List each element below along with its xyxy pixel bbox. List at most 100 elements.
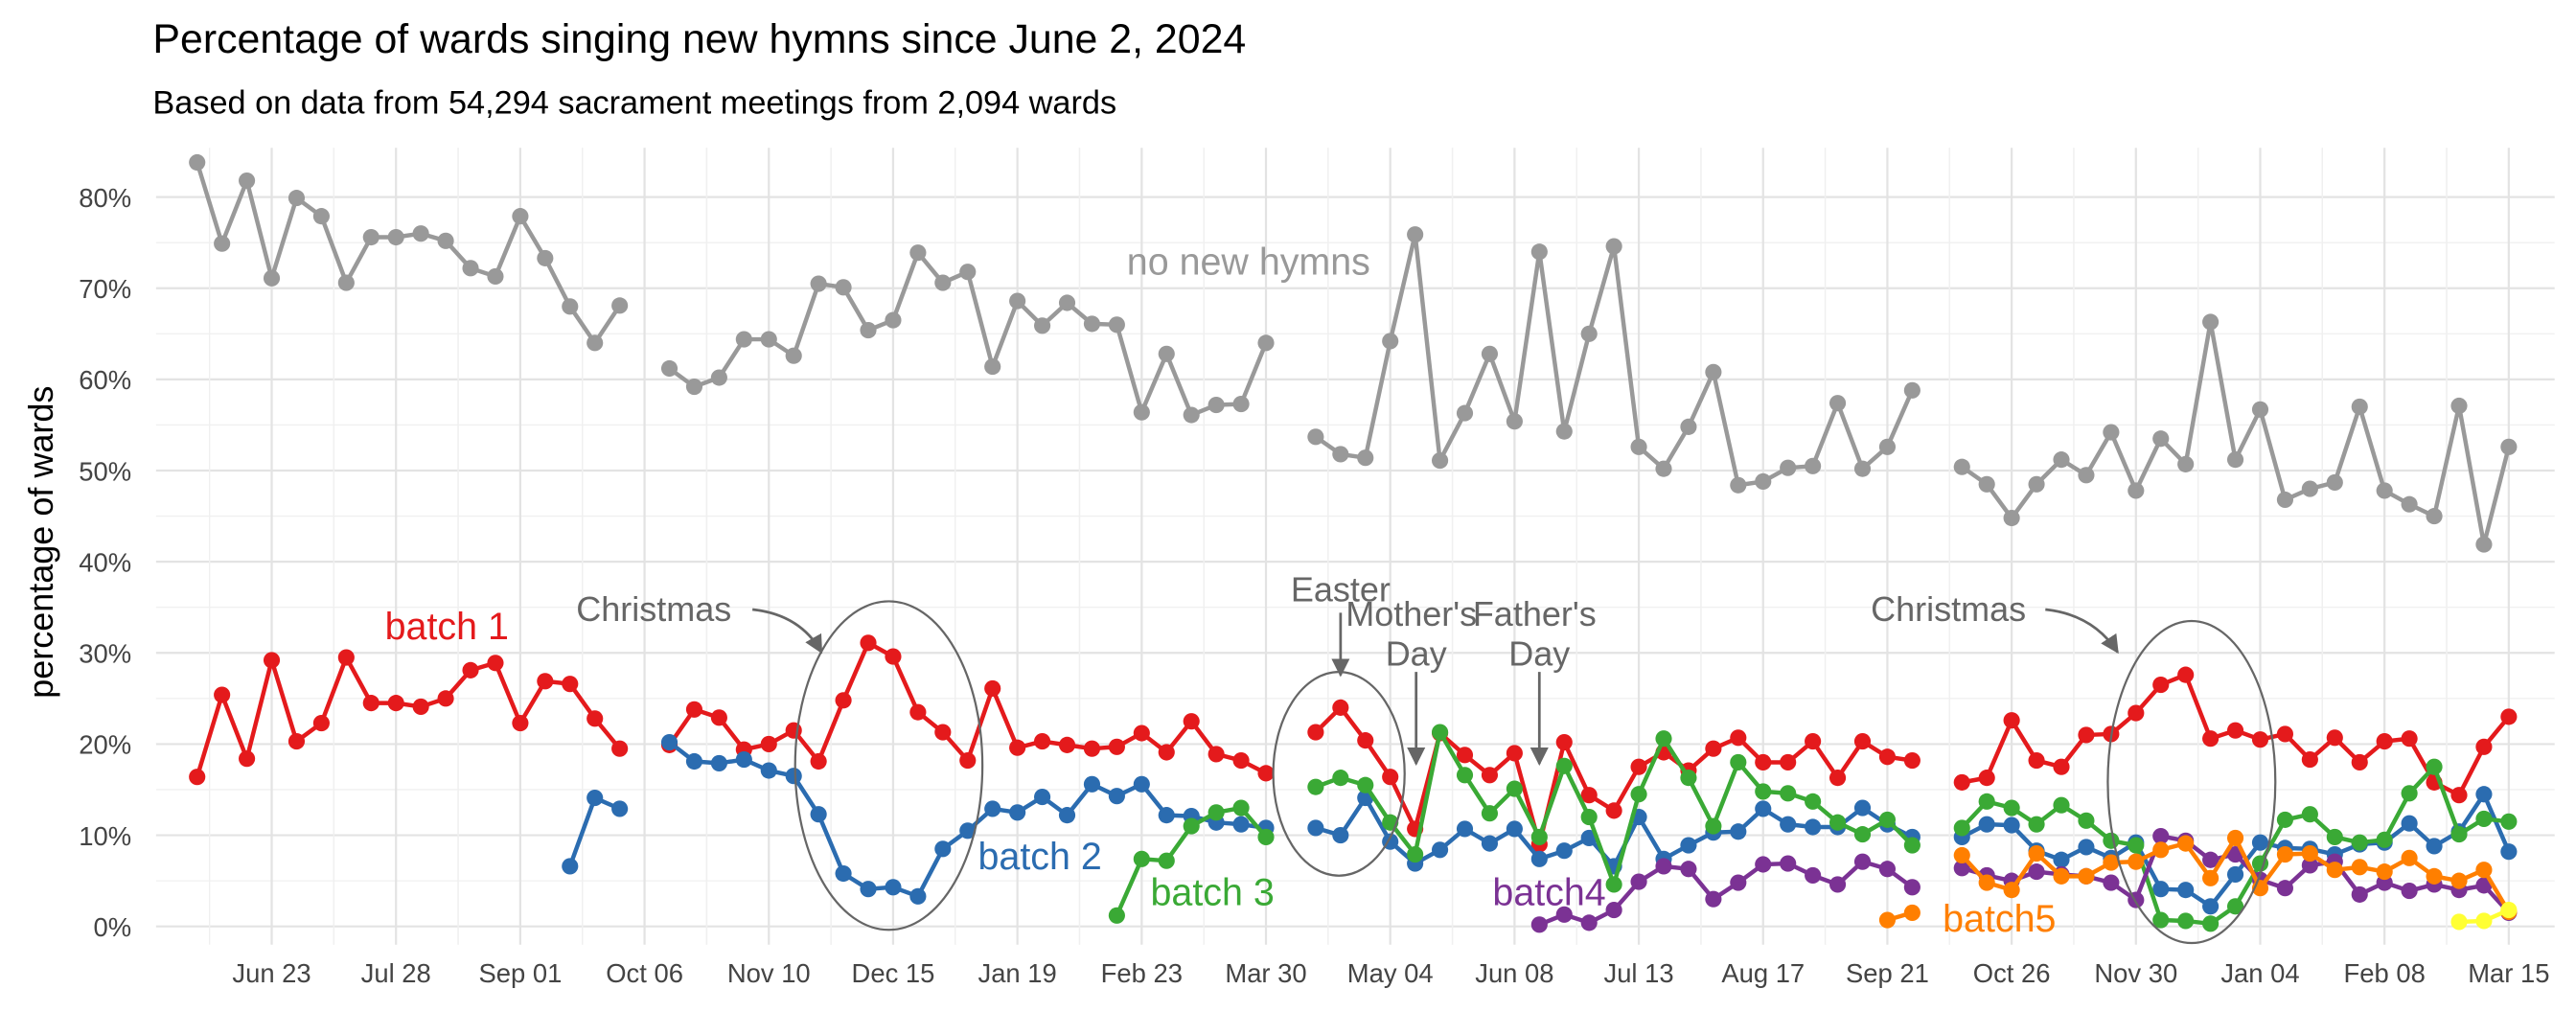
data-point bbox=[1853, 460, 1872, 477]
annotation-ellipse bbox=[2106, 619, 2277, 945]
data-point bbox=[2202, 851, 2220, 868]
data-point bbox=[1108, 316, 1125, 334]
data-point bbox=[1828, 876, 1847, 893]
data-point bbox=[1878, 811, 1897, 828]
data-point bbox=[2177, 835, 2195, 852]
data-point bbox=[1705, 740, 1722, 757]
data-point bbox=[1853, 826, 1872, 843]
data-point bbox=[1755, 472, 1772, 491]
data-point bbox=[2426, 508, 2443, 525]
data-point bbox=[1481, 345, 1499, 362]
x-tick-label: Oct 26 bbox=[1973, 958, 2051, 988]
x-tick-label: Sep 01 bbox=[478, 958, 562, 988]
data-point bbox=[2053, 796, 2070, 814]
x-tick-label: Jun 08 bbox=[1475, 958, 1553, 988]
data-point bbox=[1605, 238, 1622, 255]
data-point bbox=[810, 806, 827, 823]
data-point bbox=[1978, 475, 1995, 493]
data-point bbox=[2326, 862, 2343, 879]
data-point bbox=[288, 190, 306, 207]
data-point bbox=[1133, 775, 1150, 793]
data-point bbox=[1034, 789, 1051, 806]
grid bbox=[155, 148, 2555, 945]
data-point bbox=[2128, 853, 2145, 870]
data-point bbox=[1755, 856, 1772, 873]
data-point bbox=[735, 751, 752, 769]
data-point bbox=[1853, 799, 1872, 816]
data-point bbox=[685, 378, 703, 396]
chart-subtitle: Based on data from 54,294 sacrament meet… bbox=[152, 84, 1116, 121]
series-layer bbox=[189, 153, 2518, 933]
data-point bbox=[1953, 846, 1970, 864]
data-point bbox=[1680, 861, 1697, 878]
data-point bbox=[2226, 898, 2244, 915]
data-point bbox=[2450, 826, 2468, 843]
data-point bbox=[288, 733, 306, 750]
series-label: batch 2 bbox=[978, 836, 1102, 878]
data-point bbox=[1133, 403, 1150, 421]
data-point bbox=[1680, 770, 1697, 787]
data-point bbox=[1382, 769, 1399, 786]
data-point bbox=[1456, 404, 1474, 422]
data-point bbox=[2251, 401, 2269, 418]
data-point bbox=[1034, 317, 1051, 334]
data-point bbox=[1307, 819, 1324, 837]
data-point bbox=[2276, 845, 2294, 863]
data-point bbox=[2251, 834, 2269, 851]
data-point bbox=[462, 661, 479, 678]
data-point bbox=[1580, 914, 1598, 932]
data-point bbox=[1456, 767, 1474, 784]
data-point bbox=[860, 881, 877, 898]
y-tick-label: 60% bbox=[79, 365, 131, 395]
data-point bbox=[1655, 460, 1672, 477]
data-point bbox=[1009, 739, 1026, 756]
chart-title: Percentage of wards singing new hymns si… bbox=[152, 16, 1246, 62]
data-point bbox=[2500, 813, 2518, 830]
data-point bbox=[2475, 862, 2493, 879]
data-point bbox=[2351, 398, 2368, 416]
data-point bbox=[1530, 850, 1548, 867]
data-point bbox=[1009, 804, 1026, 821]
data-point bbox=[1456, 747, 1474, 764]
data-point bbox=[1580, 808, 1598, 826]
data-point bbox=[959, 822, 977, 840]
data-point bbox=[2152, 911, 2170, 929]
data-point bbox=[611, 800, 629, 817]
data-point bbox=[2351, 753, 2368, 771]
data-point bbox=[2500, 708, 2518, 725]
data-point bbox=[1655, 730, 1672, 748]
data-point bbox=[710, 369, 727, 386]
data-point bbox=[2053, 867, 2070, 885]
data-point bbox=[1530, 828, 1548, 846]
data-point bbox=[562, 298, 579, 315]
data-point bbox=[2028, 845, 2045, 862]
data-point bbox=[2376, 733, 2393, 750]
data-point bbox=[2078, 726, 2095, 744]
data-point bbox=[2351, 834, 2368, 851]
data-point bbox=[2276, 880, 2294, 897]
data-point bbox=[1530, 243, 1548, 261]
data-point bbox=[2276, 491, 2294, 509]
x-tick-label: Dec 15 bbox=[852, 958, 935, 988]
data-point bbox=[2053, 758, 2070, 775]
data-point bbox=[2202, 898, 2220, 915]
data-point bbox=[611, 297, 629, 314]
data-point bbox=[1357, 776, 1374, 794]
data-point bbox=[1058, 807, 1076, 824]
data-point bbox=[1903, 751, 1920, 770]
data-point bbox=[2003, 799, 2020, 816]
x-tick-label: Oct 06 bbox=[606, 958, 683, 988]
data-point bbox=[263, 269, 281, 287]
data-point bbox=[2376, 831, 2393, 848]
data-point bbox=[239, 750, 256, 768]
data-point bbox=[1730, 753, 1747, 771]
data-point bbox=[1183, 817, 1200, 835]
data-point bbox=[2152, 881, 2170, 898]
data-point bbox=[2401, 785, 2418, 802]
data-point bbox=[1730, 476, 1747, 494]
data-point bbox=[1183, 713, 1200, 730]
data-point bbox=[2202, 313, 2220, 331]
data-point bbox=[909, 703, 927, 721]
data-point bbox=[586, 334, 604, 352]
data-point bbox=[2401, 730, 2418, 748]
